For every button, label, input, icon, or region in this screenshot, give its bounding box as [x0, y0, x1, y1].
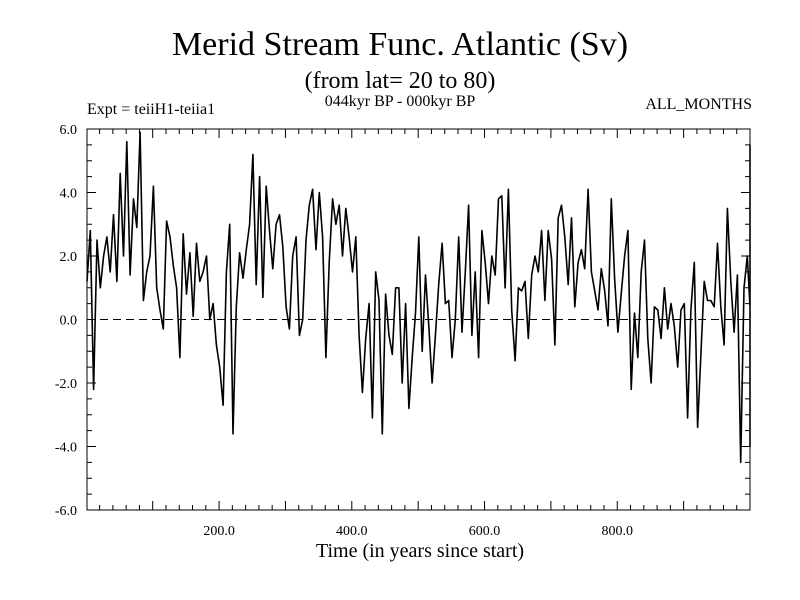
- y-tick-label: -6.0: [55, 504, 77, 519]
- x-tick-label: 400.0: [336, 524, 368, 539]
- x-axis-label: Time (in years since start): [315, 540, 525, 562]
- x-tick-label: 600.0: [469, 524, 501, 539]
- months-label: ALL_MONTHS: [645, 96, 752, 113]
- series-line: [86, 131, 751, 464]
- y-tick-label: -4.0: [55, 441, 77, 456]
- period-label: 044kyr BP - 000kyr BP: [324, 93, 476, 110]
- y-tick-label: 6.0: [60, 123, 78, 138]
- y-tick-label: 0.0: [60, 314, 78, 329]
- y-tick-label: 2.0: [60, 250, 78, 265]
- experiment-label: Expt = teiiH1-teiia1: [87, 101, 216, 118]
- x-tick-label: 200.0: [203, 524, 235, 539]
- plot-frame: [86, 128, 751, 511]
- y-tick-label: -2.0: [55, 377, 77, 392]
- chart-title: Merid Stream Func. Atlantic (Sv): [171, 26, 629, 63]
- x-tick-label: 800.0: [602, 524, 634, 539]
- y-tick-label: 4.0: [60, 187, 78, 202]
- chart-subtitle: (from lat= 20 to 80): [304, 68, 496, 94]
- axis-tick-labels: 200.0 400.0 600.0 800.0 -6.0 -4.0 -2.0 0.0 2.0 4.…: [55, 123, 633, 539]
- axis-ticks: [87, 129, 750, 510]
